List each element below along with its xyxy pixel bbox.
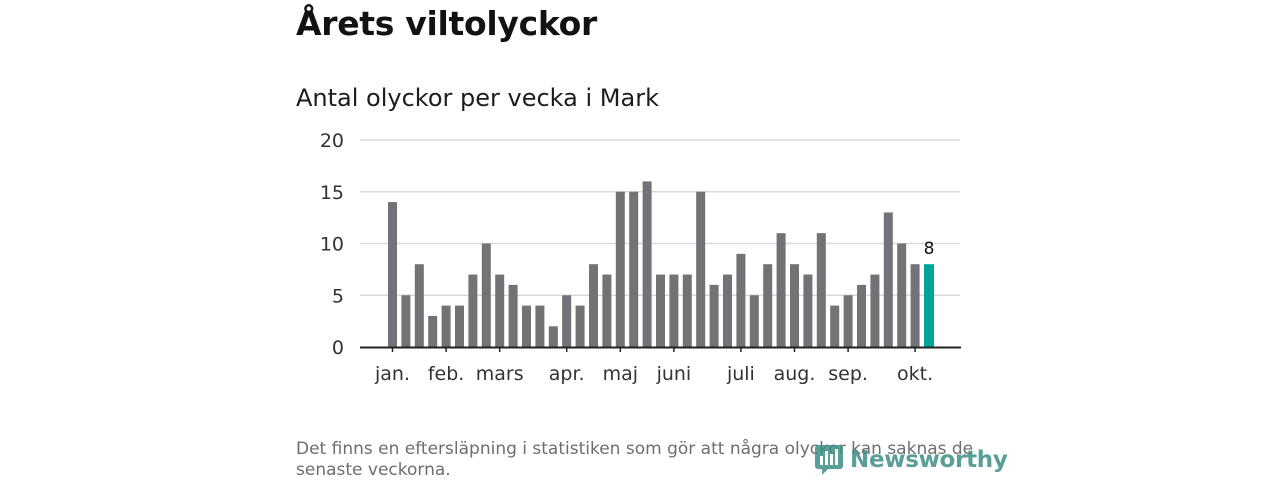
bar bbox=[709, 284, 719, 347]
bar bbox=[589, 264, 598, 347]
x-tick-label: feb. bbox=[428, 363, 464, 385]
bar bbox=[522, 305, 531, 347]
bar bbox=[736, 253, 746, 347]
bar bbox=[414, 264, 424, 347]
x-tick-label: okt. bbox=[897, 363, 933, 385]
bar bbox=[602, 274, 612, 347]
y-tick-label: 5 bbox=[332, 285, 344, 307]
bar bbox=[388, 202, 397, 347]
x-axis: jan. feb. mars apr. maj juni juli aug. sep. okt. bbox=[360, 346, 961, 385]
bar bbox=[508, 284, 518, 347]
x-tick-label: apr. bbox=[549, 363, 585, 385]
bar bbox=[428, 315, 438, 347]
bar bbox=[575, 305, 585, 347]
bar bbox=[669, 274, 679, 347]
bars: 8 bbox=[388, 181, 934, 347]
highlight-value-label: 8 bbox=[924, 239, 935, 259]
bar bbox=[468, 274, 478, 347]
x-tick-label: aug. bbox=[774, 363, 816, 385]
footnote: Det finns en eftersläpning i statistiken… bbox=[296, 439, 974, 480]
bar bbox=[897, 243, 907, 347]
bar bbox=[481, 243, 491, 347]
bar bbox=[629, 191, 639, 347]
x-tick-label: juli bbox=[726, 363, 755, 385]
bar bbox=[455, 305, 464, 347]
bar bbox=[696, 191, 706, 347]
y-tick-label: 0 bbox=[332, 337, 344, 359]
y-tick-label: 10 bbox=[320, 234, 344, 256]
brand-name: Newsworthy bbox=[850, 447, 1008, 473]
bar bbox=[441, 305, 451, 347]
bar-highlighted bbox=[924, 264, 934, 347]
bar bbox=[615, 191, 625, 347]
bar bbox=[682, 274, 692, 347]
bar bbox=[548, 326, 558, 347]
x-tick-label: juni bbox=[656, 363, 692, 385]
bar bbox=[803, 274, 813, 347]
bar bbox=[830, 305, 840, 347]
x-tick-label: jan. bbox=[374, 363, 410, 385]
y-tick-label: 15 bbox=[320, 182, 344, 204]
bar bbox=[790, 264, 799, 347]
bar bbox=[883, 212, 893, 347]
bar bbox=[776, 233, 786, 347]
newsworthy-logo-icon bbox=[815, 445, 843, 475]
bar bbox=[910, 264, 920, 347]
bar bbox=[843, 295, 853, 347]
bar bbox=[870, 274, 880, 347]
bar bbox=[749, 295, 759, 347]
bar bbox=[642, 181, 652, 347]
chart-subtitle: Antal olyckor per vecka i Mark bbox=[296, 84, 659, 112]
x-tick-label: mars bbox=[476, 363, 524, 385]
bar bbox=[562, 295, 572, 347]
bar bbox=[656, 274, 665, 347]
page-title: Årets viltolyckor bbox=[296, 4, 597, 43]
bar bbox=[495, 274, 505, 347]
brand-logo: Newsworthy bbox=[814, 444, 1008, 476]
bar bbox=[857, 284, 866, 347]
bar bbox=[401, 295, 411, 347]
x-tick-label: sep. bbox=[828, 363, 868, 385]
y-tick-label: 20 bbox=[320, 130, 344, 152]
bar bbox=[763, 264, 773, 347]
x-tick-label: maj bbox=[603, 363, 638, 385]
bar bbox=[535, 305, 545, 347]
bar bbox=[723, 274, 732, 347]
bar bbox=[816, 233, 826, 347]
